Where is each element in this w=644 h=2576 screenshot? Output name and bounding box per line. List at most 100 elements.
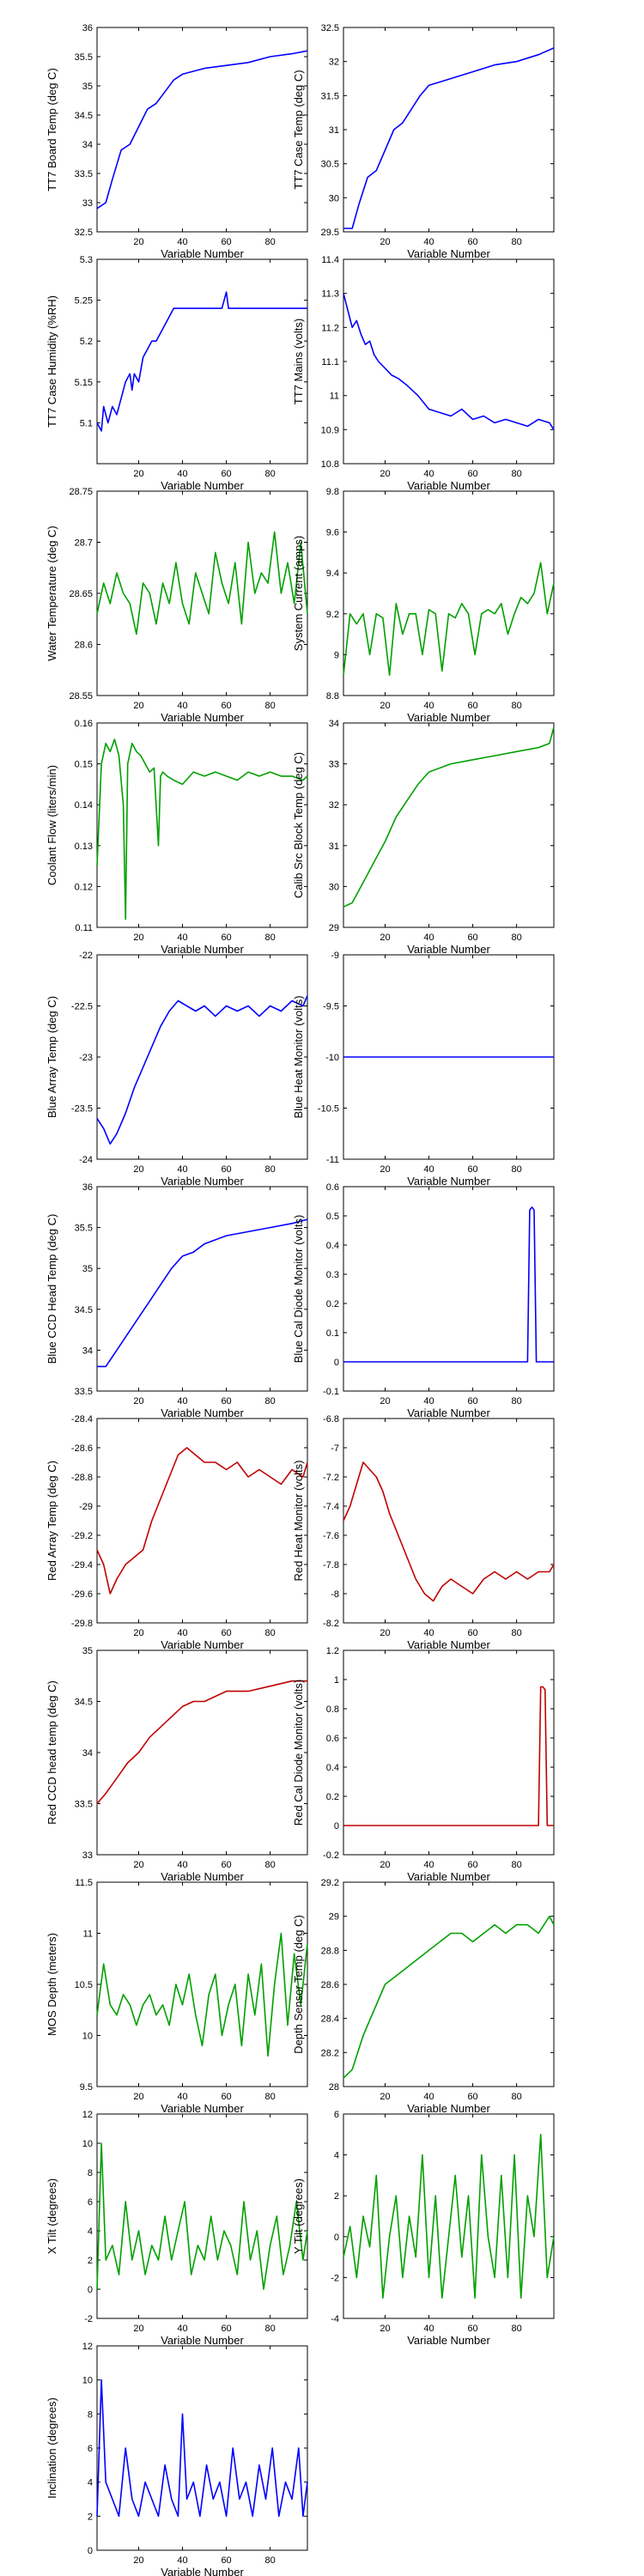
y-tick-label: 0.4 — [326, 1241, 339, 1251]
x-axis-label: Variable Number — [407, 2334, 490, 2347]
x-tick-label: 20 — [133, 701, 143, 711]
y-tick-label: -0.2 — [323, 1850, 339, 1861]
y-tick-label: 0.2 — [326, 1299, 339, 1309]
x-axis-label: Variable Number — [161, 2566, 244, 2576]
y-tick-label: 11.5 — [75, 1878, 93, 1888]
x-tick-label: 20 — [380, 2324, 390, 2334]
x-tick-label: 20 — [133, 2324, 143, 2334]
x-tick-label: 40 — [177, 1164, 187, 1175]
x-tick-label: 80 — [264, 469, 275, 479]
x-tick-label: 20 — [380, 469, 390, 479]
y-axis-label: TT7 Case Humidity (%RH) — [46, 295, 58, 428]
y-tick-label: 34 — [82, 1346, 93, 1356]
y-tick-label: -7.6 — [323, 1531, 339, 1541]
plot-frame — [96, 954, 308, 1160]
x-tick-label: 60 — [221, 469, 231, 479]
y-tick-label: 8 — [88, 2409, 93, 2420]
y-tick-label: 28.2 — [321, 2048, 339, 2058]
y-tick-label: 0.8 — [326, 1704, 339, 1715]
x-tick-label: 60 — [221, 2092, 231, 2102]
y-tick-label: -8 — [331, 1589, 339, 1600]
x-tick-label: 20 — [133, 469, 143, 479]
y-tick-label: 34.5 — [75, 1698, 93, 1708]
y-tick-label: 11 — [330, 392, 339, 402]
x-tick-label: 40 — [423, 237, 434, 247]
y-tick-label: 32 — [329, 58, 339, 68]
y-tick-label: 35 — [82, 1646, 93, 1656]
x-tick-label: 20 — [133, 2092, 143, 2102]
plot-frame — [96, 258, 308, 465]
y-tick-label: 31.5 — [321, 91, 339, 101]
series-line-1 — [343, 2134, 555, 2299]
x-tick-label: 80 — [264, 2092, 275, 2102]
y-tick-label: 0.6 — [326, 1182, 339, 1193]
y-tick-label: 12 — [82, 2110, 93, 2120]
plot-frame — [96, 27, 308, 233]
x-tick-label: 80 — [264, 1164, 275, 1175]
x-axis-label: Variable Number — [407, 1175, 490, 1188]
subplot-17: 20 40 60 80 9.5 10 10.5 11 11.5 Variable Number MO… — [46, 1878, 308, 2115]
series-line-1 — [343, 1461, 555, 1602]
y-tick-label: 0.2 — [326, 1792, 339, 1802]
y-tick-label: 10 — [82, 2032, 93, 2042]
x-axis-label: Variable Number — [407, 479, 490, 492]
y-tick-label: -28.4 — [71, 1414, 93, 1425]
y-tick-label: 28.55 — [69, 691, 93, 702]
x-axis-label: Variable Number — [407, 1638, 490, 1651]
x-tick-label: 60 — [221, 933, 231, 943]
subplot-19: 20 40 60 80 -2 0 2 4 6 8 10 12 Variable Number X Tilt… — [46, 2110, 308, 2347]
x-axis-label: Variable Number — [161, 1175, 244, 1188]
y-tick-label: -7.8 — [323, 1560, 339, 1571]
x-tick-label: 80 — [511, 1396, 521, 1406]
y-tick-label: 10 — [82, 2139, 93, 2149]
x-tick-label: 80 — [511, 2324, 521, 2334]
plot-frame — [343, 1649, 555, 1856]
x-tick-label: 80 — [264, 1396, 275, 1406]
y-tick-label: -9.5 — [323, 1002, 339, 1012]
y-tick-label: -6.8 — [323, 1414, 339, 1425]
series-line-1 — [96, 2142, 308, 2290]
x-tick-label: 40 — [423, 933, 434, 943]
y-axis-label: Depth Sensor Temp (deg C) — [292, 1915, 305, 2054]
y-tick-label: 9.6 — [326, 528, 339, 538]
y-tick-label: 34.5 — [75, 1305, 93, 1315]
series-line-1 — [343, 1686, 554, 1826]
x-tick-label: 80 — [511, 2092, 521, 2102]
x-tick-label: 60 — [467, 1396, 477, 1406]
x-axis-label: Variable Number — [407, 943, 490, 956]
y-axis-label: X Tilt (degrees) — [46, 2178, 58, 2254]
y-tick-label: 4 — [88, 2478, 93, 2488]
y-tick-label: -7 — [331, 1443, 339, 1454]
y-tick-label: 0.11 — [75, 923, 93, 933]
x-tick-label: 60 — [221, 1164, 231, 1175]
x-tick-label: 40 — [423, 1396, 434, 1406]
y-tick-label: 6 — [88, 2444, 93, 2454]
y-tick-label: 34 — [82, 1748, 93, 1759]
y-tick-label: 28.65 — [69, 589, 93, 599]
y-tick-label: 11 — [83, 1929, 93, 1940]
y-tick-label: 2 — [88, 2512, 93, 2522]
y-tick-label: 12 — [82, 2342, 93, 2352]
x-tick-label: 60 — [221, 2555, 231, 2566]
y-tick-label: 34 — [329, 719, 339, 729]
y-tick-label: 5.25 — [75, 296, 93, 307]
subplot-18: 20 40 60 80 28 28.2 28.4 28.6 28.8 29 29.2 Variable… — [292, 1878, 555, 2115]
y-tick-label: -2 — [331, 2273, 339, 2283]
x-tick-label: 80 — [511, 237, 521, 247]
y-tick-label: 5.2 — [80, 337, 93, 347]
y-tick-label: -24 — [79, 1155, 93, 1165]
subplot-13: 20 40 60 80 -29.8 -29.6 -29.4 -29.2 -29 -28.8 -28.… — [46, 1414, 308, 1651]
subplot-20: 20 40 60 80 -4 -2 0 2 4 6 Variable Number Y Tilt (d… — [292, 2110, 555, 2347]
y-tick-label: 0.13 — [75, 841, 93, 852]
x-axis-label: Variable Number — [161, 1406, 244, 1419]
x-tick-label: 80 — [511, 1628, 521, 1638]
y-axis-label: TT7 Case Temp (deg C) — [292, 70, 305, 189]
y-tick-label: 10.9 — [321, 425, 339, 435]
y-axis-label: Red Cal Diode Monitor (volts) — [292, 1680, 305, 1826]
series-line-1 — [343, 726, 555, 908]
subplot-1: 20 40 60 80 32.5 33 33.5 34 34.5 35 35.5 36 Variable… — [46, 23, 308, 260]
y-tick-label: 28.6 — [321, 1980, 339, 1990]
x-tick-label: 60 — [467, 1860, 477, 1870]
x-tick-label: 40 — [423, 2324, 434, 2334]
y-tick-label: 30 — [329, 882, 339, 892]
